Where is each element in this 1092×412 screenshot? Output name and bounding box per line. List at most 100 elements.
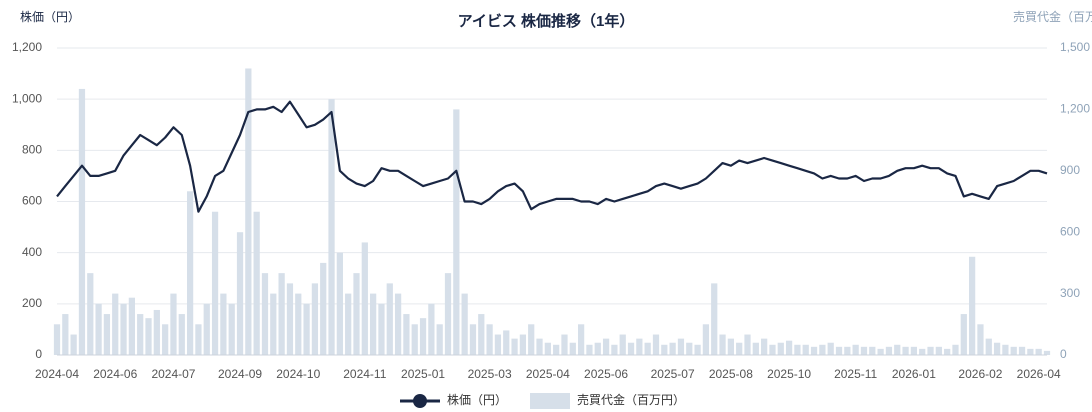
legend-label: 売買代金（百万円） xyxy=(577,392,685,407)
x-tick-label: 2026-01 xyxy=(892,367,936,381)
bar xyxy=(586,344,593,355)
x-tick-label: 2025-04 xyxy=(526,367,570,381)
bar xyxy=(511,338,518,355)
bar xyxy=(727,338,734,355)
bar xyxy=(627,342,635,355)
bar xyxy=(835,346,843,355)
x-tick-label: 2024-11 xyxy=(343,367,386,381)
x-tick-label: 2025-10 xyxy=(767,367,811,381)
bar xyxy=(785,340,793,355)
bar xyxy=(453,109,460,356)
bar xyxy=(919,348,926,355)
bar xyxy=(278,273,285,355)
bar xyxy=(669,342,676,355)
bar xyxy=(311,283,319,355)
bar xyxy=(419,318,427,355)
bar xyxy=(286,283,294,355)
bar xyxy=(394,293,402,355)
bar xyxy=(411,324,418,355)
x-tick-label: 2024-07 xyxy=(151,367,195,381)
bar xyxy=(819,344,826,355)
y-tick-label: 0 xyxy=(35,347,42,361)
bar xyxy=(70,334,77,355)
y-tick-label: 400 xyxy=(22,245,42,259)
chart-title: アイビス 株価推移（1年） xyxy=(458,12,635,30)
bar xyxy=(536,338,543,355)
bar xyxy=(694,344,701,355)
y2-tick-label: 900 xyxy=(1060,163,1080,177)
bar xyxy=(577,324,585,355)
bar xyxy=(178,314,185,355)
bar xyxy=(103,314,111,355)
x-tick-label: 2025-11 xyxy=(834,367,877,381)
bar xyxy=(162,324,169,355)
bar xyxy=(827,342,834,355)
bar xyxy=(87,273,94,355)
y-tick-label: 600 xyxy=(22,194,42,208)
bar xyxy=(977,324,984,355)
bar xyxy=(236,232,244,355)
bar xyxy=(944,348,951,355)
bar xyxy=(902,346,909,355)
y2-tick-label: 0 xyxy=(1060,347,1067,361)
bar xyxy=(320,262,327,355)
bar xyxy=(170,293,177,355)
bar xyxy=(1018,346,1026,355)
bar xyxy=(969,256,976,355)
bar xyxy=(220,293,227,355)
bar xyxy=(894,344,901,355)
bar xyxy=(761,338,768,355)
bar xyxy=(636,338,643,355)
bar xyxy=(794,344,801,355)
bar xyxy=(561,334,568,355)
legend-label: 株価（円） xyxy=(447,392,507,407)
bar xyxy=(137,314,144,355)
x-tick-label: 2025-01 xyxy=(401,367,445,381)
bar xyxy=(270,293,277,355)
bar xyxy=(370,293,377,355)
bar xyxy=(652,334,660,355)
bar xyxy=(1010,346,1017,355)
bar xyxy=(261,273,269,355)
bar xyxy=(528,324,535,355)
bar xyxy=(503,330,510,355)
bar xyxy=(203,303,210,355)
bar xyxy=(569,342,576,355)
bar xyxy=(1002,344,1009,355)
bar xyxy=(619,334,626,355)
bar xyxy=(553,344,560,355)
x-tick-label: 2026-04 xyxy=(1017,367,1061,381)
y2-tick-label: 300 xyxy=(1060,286,1080,300)
bar xyxy=(519,334,527,355)
bar xyxy=(985,338,992,355)
bar xyxy=(677,338,685,355)
bar xyxy=(211,211,219,355)
x-tick-label: 2024-04 xyxy=(35,367,79,381)
bar xyxy=(378,303,385,355)
bar xyxy=(95,303,102,355)
y2-axis-title: 売買代金（百万円） xyxy=(1013,9,1092,24)
bar xyxy=(711,283,718,355)
bar xyxy=(702,324,710,355)
x-tick-label: 2025-08 xyxy=(709,367,753,381)
bar xyxy=(885,346,893,355)
bar xyxy=(245,68,252,355)
bar xyxy=(186,191,194,355)
bar xyxy=(1027,348,1034,355)
bar xyxy=(719,334,726,355)
bar xyxy=(594,342,601,355)
bar xyxy=(112,293,119,355)
bar xyxy=(993,342,1001,355)
bar xyxy=(328,99,335,356)
legend-swatch xyxy=(530,393,570,409)
y-axis-title: 株価（円） xyxy=(20,9,80,24)
bar xyxy=(769,344,776,355)
bar xyxy=(844,346,851,355)
bar xyxy=(602,338,610,355)
bar xyxy=(744,334,751,355)
bar xyxy=(361,242,368,355)
bar xyxy=(145,318,152,355)
x-tick-label: 2024-09 xyxy=(218,367,262,381)
bar xyxy=(228,303,235,355)
